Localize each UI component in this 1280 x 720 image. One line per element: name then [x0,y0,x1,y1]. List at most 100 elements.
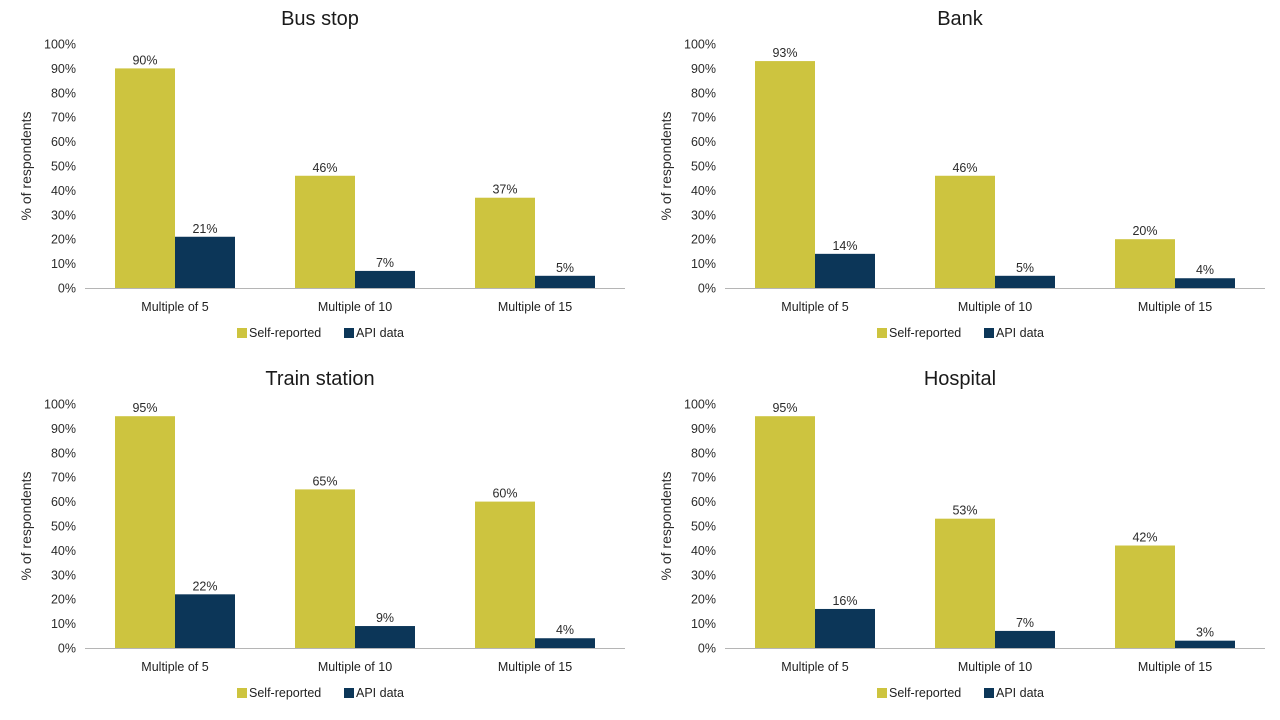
data-label-self-reported-multiple-of-10: 46% [312,161,337,175]
y-tick-label: 70% [691,111,716,125]
data-label-self-reported-multiple-of-5: 93% [772,46,797,60]
legend-swatch-api-data [984,328,994,338]
x-tick-label: Multiple of 10 [318,300,392,314]
data-label-self-reported-multiple-of-5: 90% [132,53,157,67]
y-axis-label: % of respondents [658,112,674,221]
data-label-api-data-multiple-of-5: 22% [192,579,217,593]
legend-label-api-data: API data [356,326,404,340]
chart-panel-train-station: Train station % of respondents 0% 10% 20% 30%… [0,360,640,720]
legend-label-api-data: API data [996,326,1044,340]
bar-self-reported-multiple-of-15 [475,501,535,648]
x-tick-label: Multiple of 5 [141,660,208,674]
y-axis-label: % of respondents [658,472,674,581]
y-tick-label: 80% [51,86,76,100]
legend-label-self-reported: Self-reported [889,686,961,700]
data-label-api-data-multiple-of-5: 14% [832,239,857,253]
y-tick-label: 100% [684,38,716,52]
y-tick-label: 80% [691,86,716,100]
data-label-api-data-multiple-of-15: 4% [1196,263,1214,277]
bar-self-reported-multiple-of-10 [935,518,995,648]
y-tick-label: 60% [691,495,716,509]
data-label-self-reported-multiple-of-10: 53% [952,504,977,518]
data-label-self-reported-multiple-of-10: 65% [312,474,337,488]
data-label-api-data-multiple-of-10: 7% [376,256,394,270]
y-tick-label: 20% [691,233,716,247]
data-label-self-reported-multiple-of-15: 20% [1132,224,1157,238]
data-label-api-data-multiple-of-10: 5% [1016,261,1034,275]
y-tick-label: 50% [51,520,76,534]
y-tick-label: 30% [691,568,716,582]
chart-panel-hospital: Hospital % of respondents 0% 10% 20% 30% 40% 50… [640,360,1280,720]
y-tick-label: 30% [691,208,716,222]
bar-self-reported-multiple-of-15 [1115,545,1175,648]
bar-self-reported-multiple-of-15 [475,197,535,288]
y-tick-label: 90% [51,62,76,76]
bar-self-reported-multiple-of-15 [1115,239,1175,288]
legend-label-self-reported: Self-reported [889,326,961,340]
bar-self-reported-multiple-of-10 [935,175,995,288]
legend-swatch-self-reported [877,688,887,698]
x-tick-label: Multiple of 15 [1138,660,1212,674]
bar-api-data-multiple-of-15 [1175,278,1235,288]
y-axis-label: % of respondents [18,112,34,221]
y-tick-label: 0% [58,642,76,656]
legend-swatch-api-data [344,328,354,338]
data-label-api-data-multiple-of-10: 7% [1016,616,1034,630]
bar-self-reported-multiple-of-5 [755,416,815,648]
bar-api-data-multiple-of-15 [1175,640,1235,648]
data-label-api-data-multiple-of-15: 5% [556,261,574,275]
bar-self-reported-multiple-of-10 [295,489,355,648]
chart-train-station: Train station % of respondents 0% 10% 20% 30%… [18,368,625,700]
legend-swatch-self-reported [877,328,887,338]
y-tick-label: 60% [51,135,76,149]
y-tick-label: 100% [44,398,76,412]
bar-api-data-multiple-of-10 [355,270,415,288]
x-tick-label: Multiple of 15 [498,660,572,674]
data-label-api-data-multiple-of-10: 9% [376,611,394,625]
chart-hospital: Hospital % of respondents 0% 10% 20% 30% 40% 50… [658,368,1265,700]
y-tick-label: 60% [691,135,716,149]
bar-self-reported-multiple-of-10 [295,175,355,288]
y-tick-label: 100% [684,398,716,412]
data-label-self-reported-multiple-of-5: 95% [132,401,157,415]
bar-api-data-multiple-of-10 [995,630,1055,648]
legend-label-api-data: API data [356,686,404,700]
y-tick-label: 100% [44,38,76,52]
bar-api-data-multiple-of-5 [175,594,235,648]
y-tick-label: 50% [51,160,76,174]
y-tick-label: 60% [51,495,76,509]
y-tick-label: 50% [691,160,716,174]
y-tick-label: 70% [51,111,76,125]
bar-api-data-multiple-of-15 [535,275,595,288]
x-tick-label: Multiple of 10 [318,660,392,674]
chart-title: Bus stop [281,8,359,30]
y-tick-label: 90% [691,62,716,76]
chart-panel-bank: Bank % of respondents 0% 10% 20% 30% 40% 50% 60%… [640,0,1280,360]
data-label-self-reported-multiple-of-5: 95% [772,401,797,415]
y-tick-label: 90% [691,422,716,436]
bar-api-data-multiple-of-5 [815,608,875,648]
y-tick-label: 40% [691,184,716,198]
y-tick-label: 0% [698,642,716,656]
legend-label-self-reported: Self-reported [249,326,321,340]
bar-api-data-multiple-of-15 [535,638,595,648]
y-tick-label: 10% [691,257,716,271]
y-tick-label: 20% [51,593,76,607]
bar-self-reported-multiple-of-5 [115,416,175,648]
y-tick-label: 40% [51,544,76,558]
x-tick-label: Multiple of 15 [498,300,572,314]
chart-title: Hospital [924,368,996,390]
y-tick-label: 80% [51,446,76,460]
y-tick-label: 20% [691,593,716,607]
bar-self-reported-multiple-of-5 [115,68,175,289]
y-axis-label: % of respondents [18,472,34,581]
legend-label-api-data: API data [996,686,1044,700]
legend-label-self-reported: Self-reported [249,686,321,700]
bar-api-data-multiple-of-10 [355,626,415,648]
x-tick-label: Multiple of 5 [141,300,208,314]
data-label-api-data-multiple-of-15: 4% [556,623,574,637]
y-tick-label: 70% [51,471,76,485]
y-tick-label: 20% [51,233,76,247]
chart-bus-stop: Bus stop % of respondents 0% 10% 20% 30% 40% 50… [18,8,625,340]
y-tick-label: 0% [58,282,76,296]
